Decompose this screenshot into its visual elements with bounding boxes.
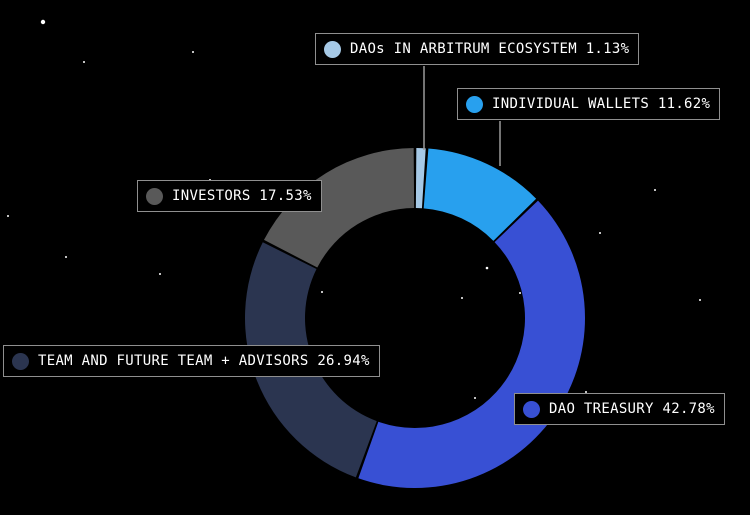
slice-dao-treasury [358,200,585,488]
label-individual-wallets-text: INDIVIDUAL WALLETS 11.62% [492,96,711,112]
slice-individual-wallets [423,148,537,241]
label-dao-treasury: DAO TREASURY 42.78% [514,393,725,425]
star-dot [7,215,9,217]
label-individual-wallets: INDIVIDUAL WALLETS 11.62% [457,88,721,120]
label-daos-arbitrum-text: DAOs IN ARBITRUM ECOSYSTEM 1.13% [350,41,630,57]
star-dot [699,299,701,301]
star-dot [83,61,85,63]
star-dot [461,297,463,299]
label-team-advisors: TEAM AND FUTURE TEAM + ADVISORS 26.94% [3,345,380,377]
label-daos-arbitrum: DAOs IN ARBITRUM ECOSYSTEM 1.13% [315,33,640,65]
star-dot [599,232,601,234]
star-dot [519,292,521,294]
star-dot [159,273,161,275]
label-team-advisors-text: TEAM AND FUTURE TEAM + ADVISORS 26.94% [38,353,370,369]
label-investors: INVESTORS 17.53% [137,180,322,212]
star-dot [321,291,323,293]
star-dot [585,391,587,393]
label-dao-treasury-text: DAO TREASURY 42.78% [549,401,715,417]
star-dot [654,189,656,191]
legend-swatch-daos-arbitrum [324,40,341,58]
legend-swatch-team-advisors [12,352,29,370]
legend-swatch-dao-treasury [523,400,540,418]
star-dot [65,256,67,258]
star-dot [474,397,476,399]
leader-lines [423,66,501,166]
star-dot [40,19,46,25]
star-dot [192,51,194,53]
label-investors-text: INVESTORS 17.53% [172,188,312,204]
legend-swatch-individual-wallets [466,95,483,113]
slice-investors [263,148,415,268]
legend-swatch-investors [146,187,163,205]
star-dot [485,266,489,270]
slice-daos-arbitrum [415,148,426,209]
